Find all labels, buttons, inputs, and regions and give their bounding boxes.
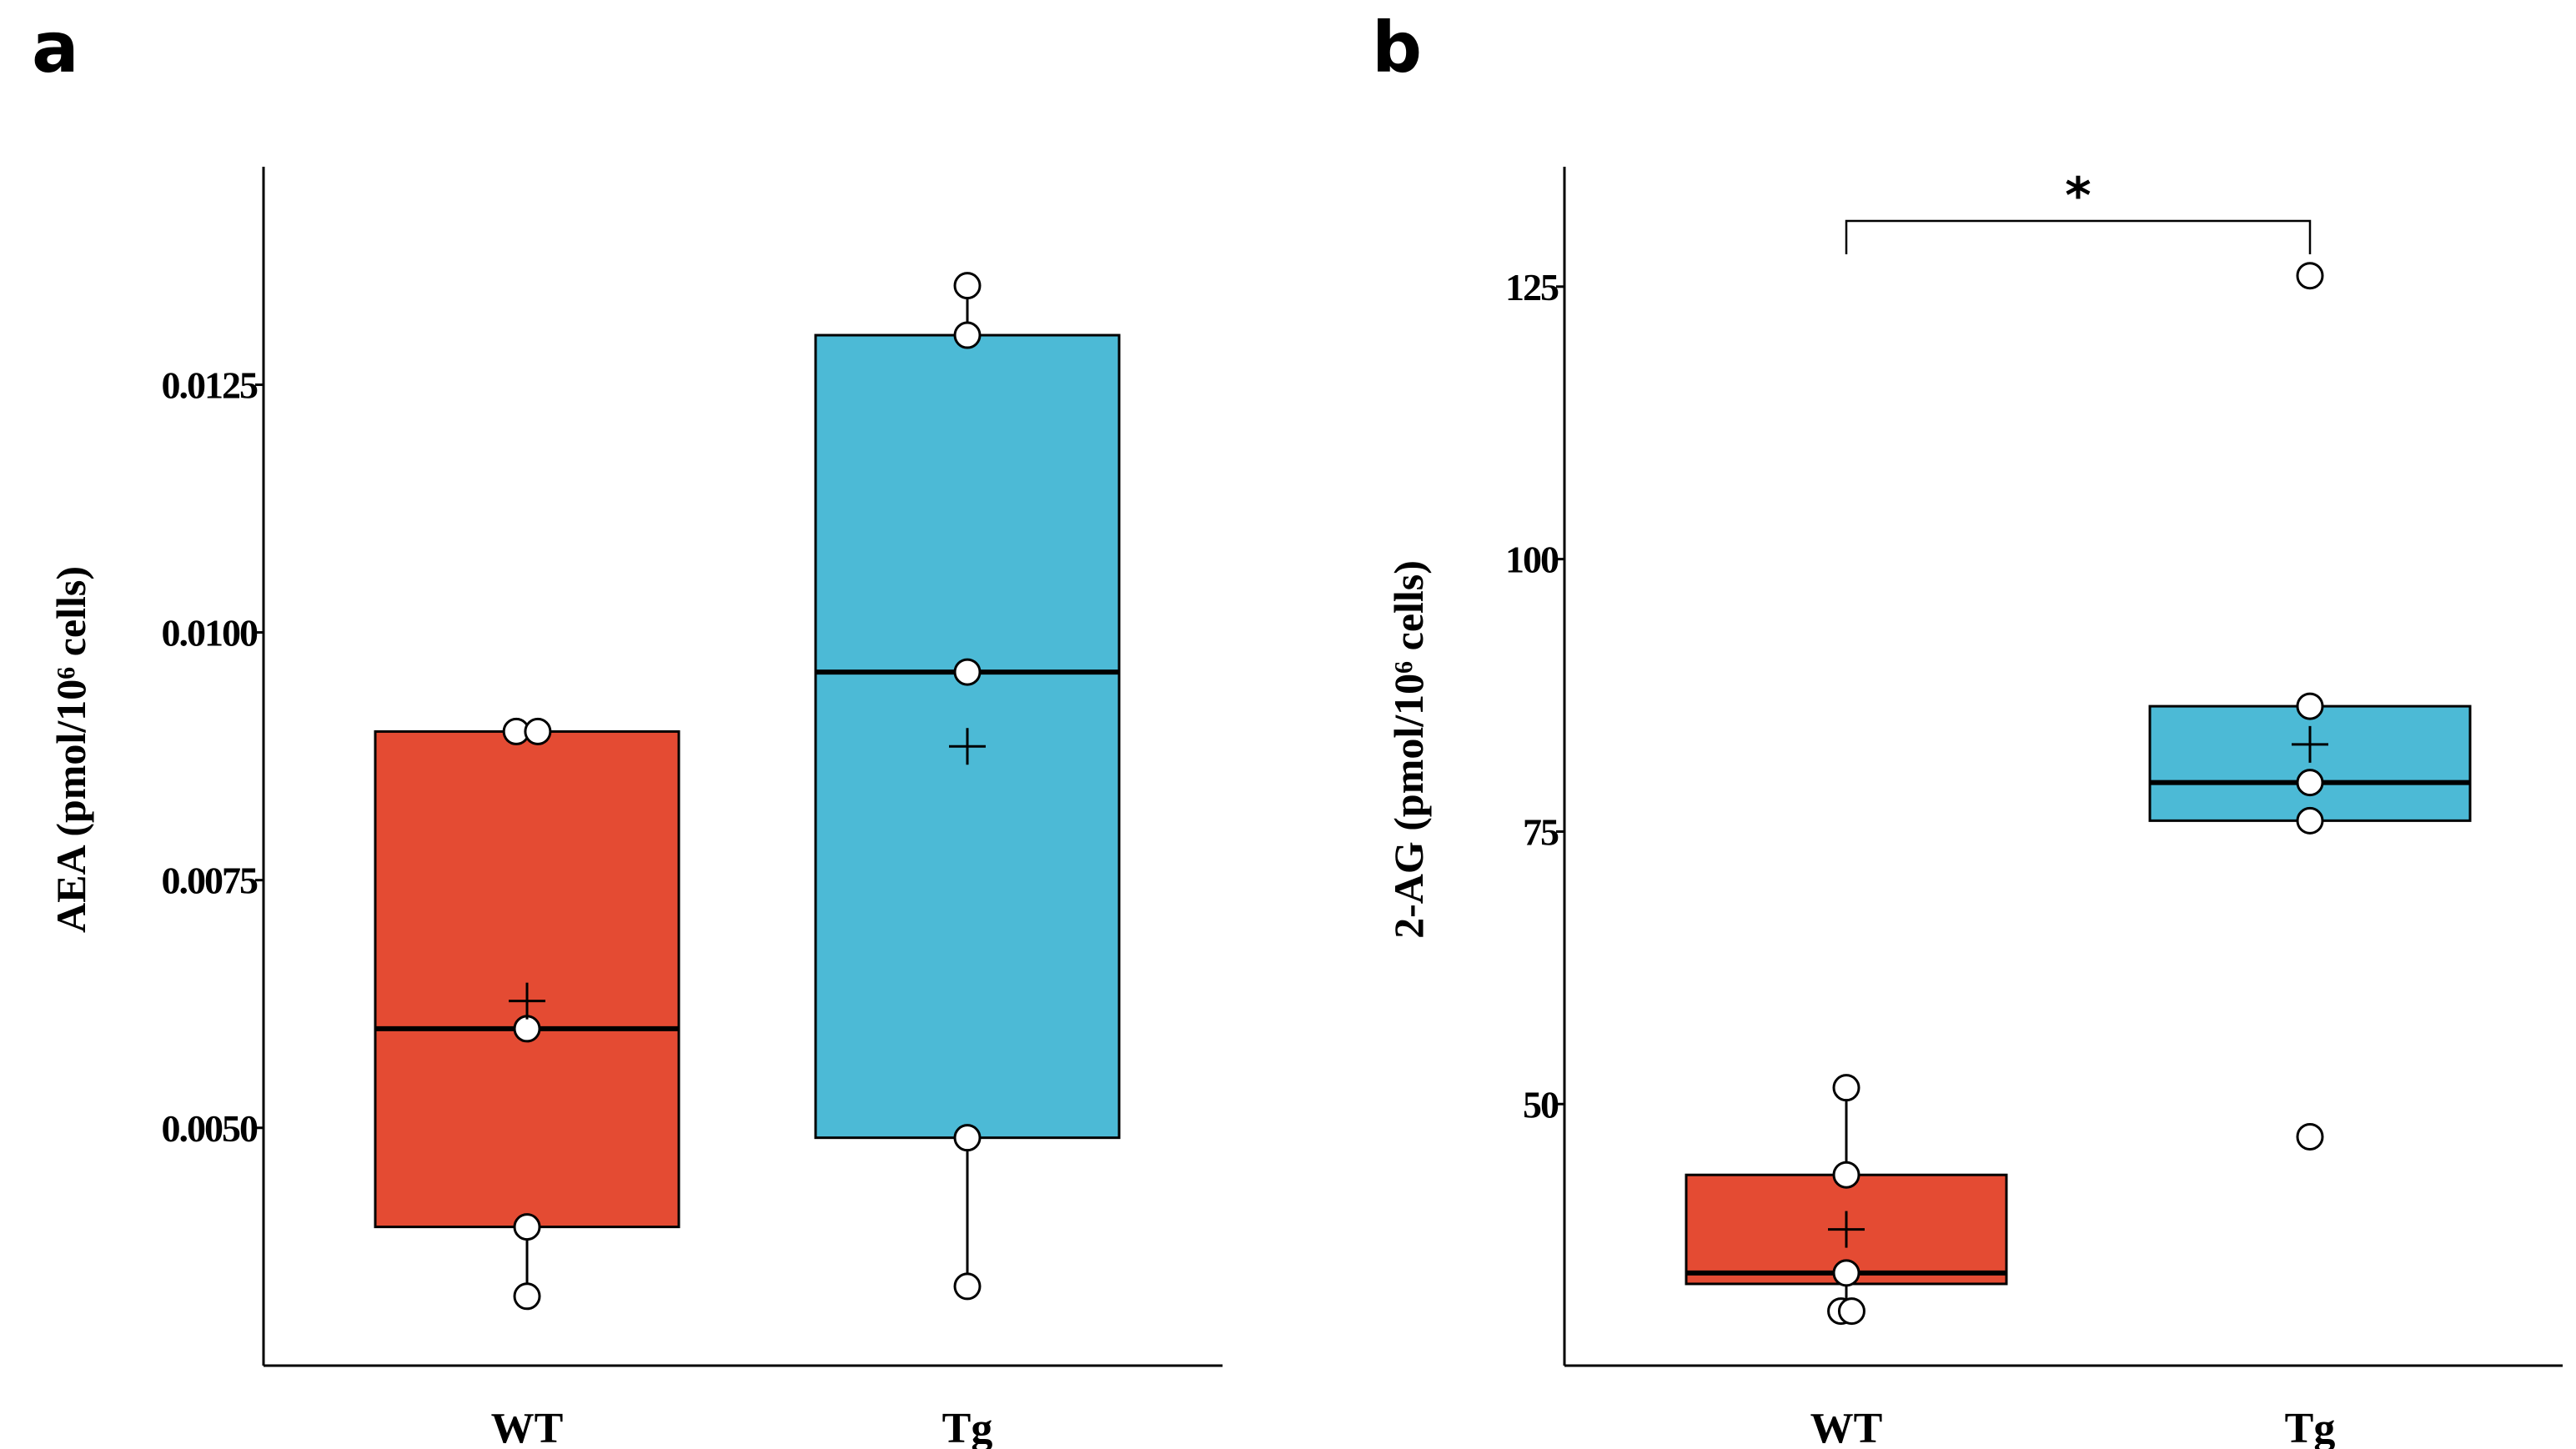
- panel-letter-a: a: [32, 7, 79, 88]
- y-tick-label: 125: [1505, 266, 1559, 308]
- chart-b: 50 75 100 125 2-AG (pmol/10⁶ cells) WT Tg *: [1385, 167, 2563, 1449]
- box-wt: [374, 730, 680, 1229]
- data-point-tg: [2296, 262, 2324, 290]
- y-tick-label: 0.0075: [162, 860, 259, 902]
- y-tick-label: 50: [1523, 1083, 1559, 1126]
- x-tick-label-tg: Tg: [942, 1405, 993, 1449]
- data-point-tg: [2296, 806, 2324, 835]
- data-point-tg: [2296, 692, 2324, 720]
- x-tick-label-wt: WT: [1810, 1405, 1883, 1449]
- data-point-wt: [513, 1282, 541, 1311]
- data-point-tg: [953, 1124, 982, 1152]
- data-point-tg: [953, 321, 982, 349]
- box-tg: [2148, 704, 2472, 822]
- x-tick-label-tg: Tg: [2285, 1405, 2336, 1449]
- mean-marker-tg: [2292, 725, 2328, 763]
- panel-letter-b: b: [1372, 7, 1422, 88]
- mean-marker-wt: [1828, 1211, 1865, 1248]
- data-point-tg: [2296, 1122, 2324, 1151]
- y-tick-label: 0.0125: [162, 364, 259, 406]
- data-point-wt: [1832, 1259, 1860, 1287]
- y-tick-label: 0.0050: [162, 1107, 259, 1150]
- data-point-wt: [513, 1213, 541, 1241]
- data-point-tg: [953, 658, 982, 686]
- data-point-tg: [953, 272, 982, 300]
- mean-marker-wt: [509, 982, 545, 1020]
- significance-bracket: [1845, 219, 2312, 254]
- data-point-wt: [1837, 1297, 1865, 1326]
- y-axis-title: AEA (pmol/10⁶ cells): [48, 566, 94, 933]
- data-point-wt: [1832, 1161, 1860, 1189]
- data-point-wt: [513, 1015, 541, 1043]
- significance-label: *: [2065, 167, 2091, 225]
- chart-a: 0.0050 0.0075 0.0100 0.0125 AEA (pmol/10⁶ ce…: [48, 167, 1223, 1449]
- y-tick-label: 100: [1505, 539, 1559, 581]
- mean-marker-tg: [949, 728, 986, 765]
- data-point-tg: [953, 1272, 982, 1301]
- y-axis-title: 2-AG (pmol/10⁶ cells): [1385, 560, 1432, 939]
- x-tick-label-wt: WT: [491, 1405, 564, 1449]
- y-tick-label: 75: [1523, 810, 1559, 853]
- data-point-tg: [2296, 769, 2324, 797]
- data-point-wt: [524, 717, 552, 745]
- data-point-wt: [1832, 1074, 1860, 1102]
- y-tick-label: 0.0100: [162, 612, 259, 654]
